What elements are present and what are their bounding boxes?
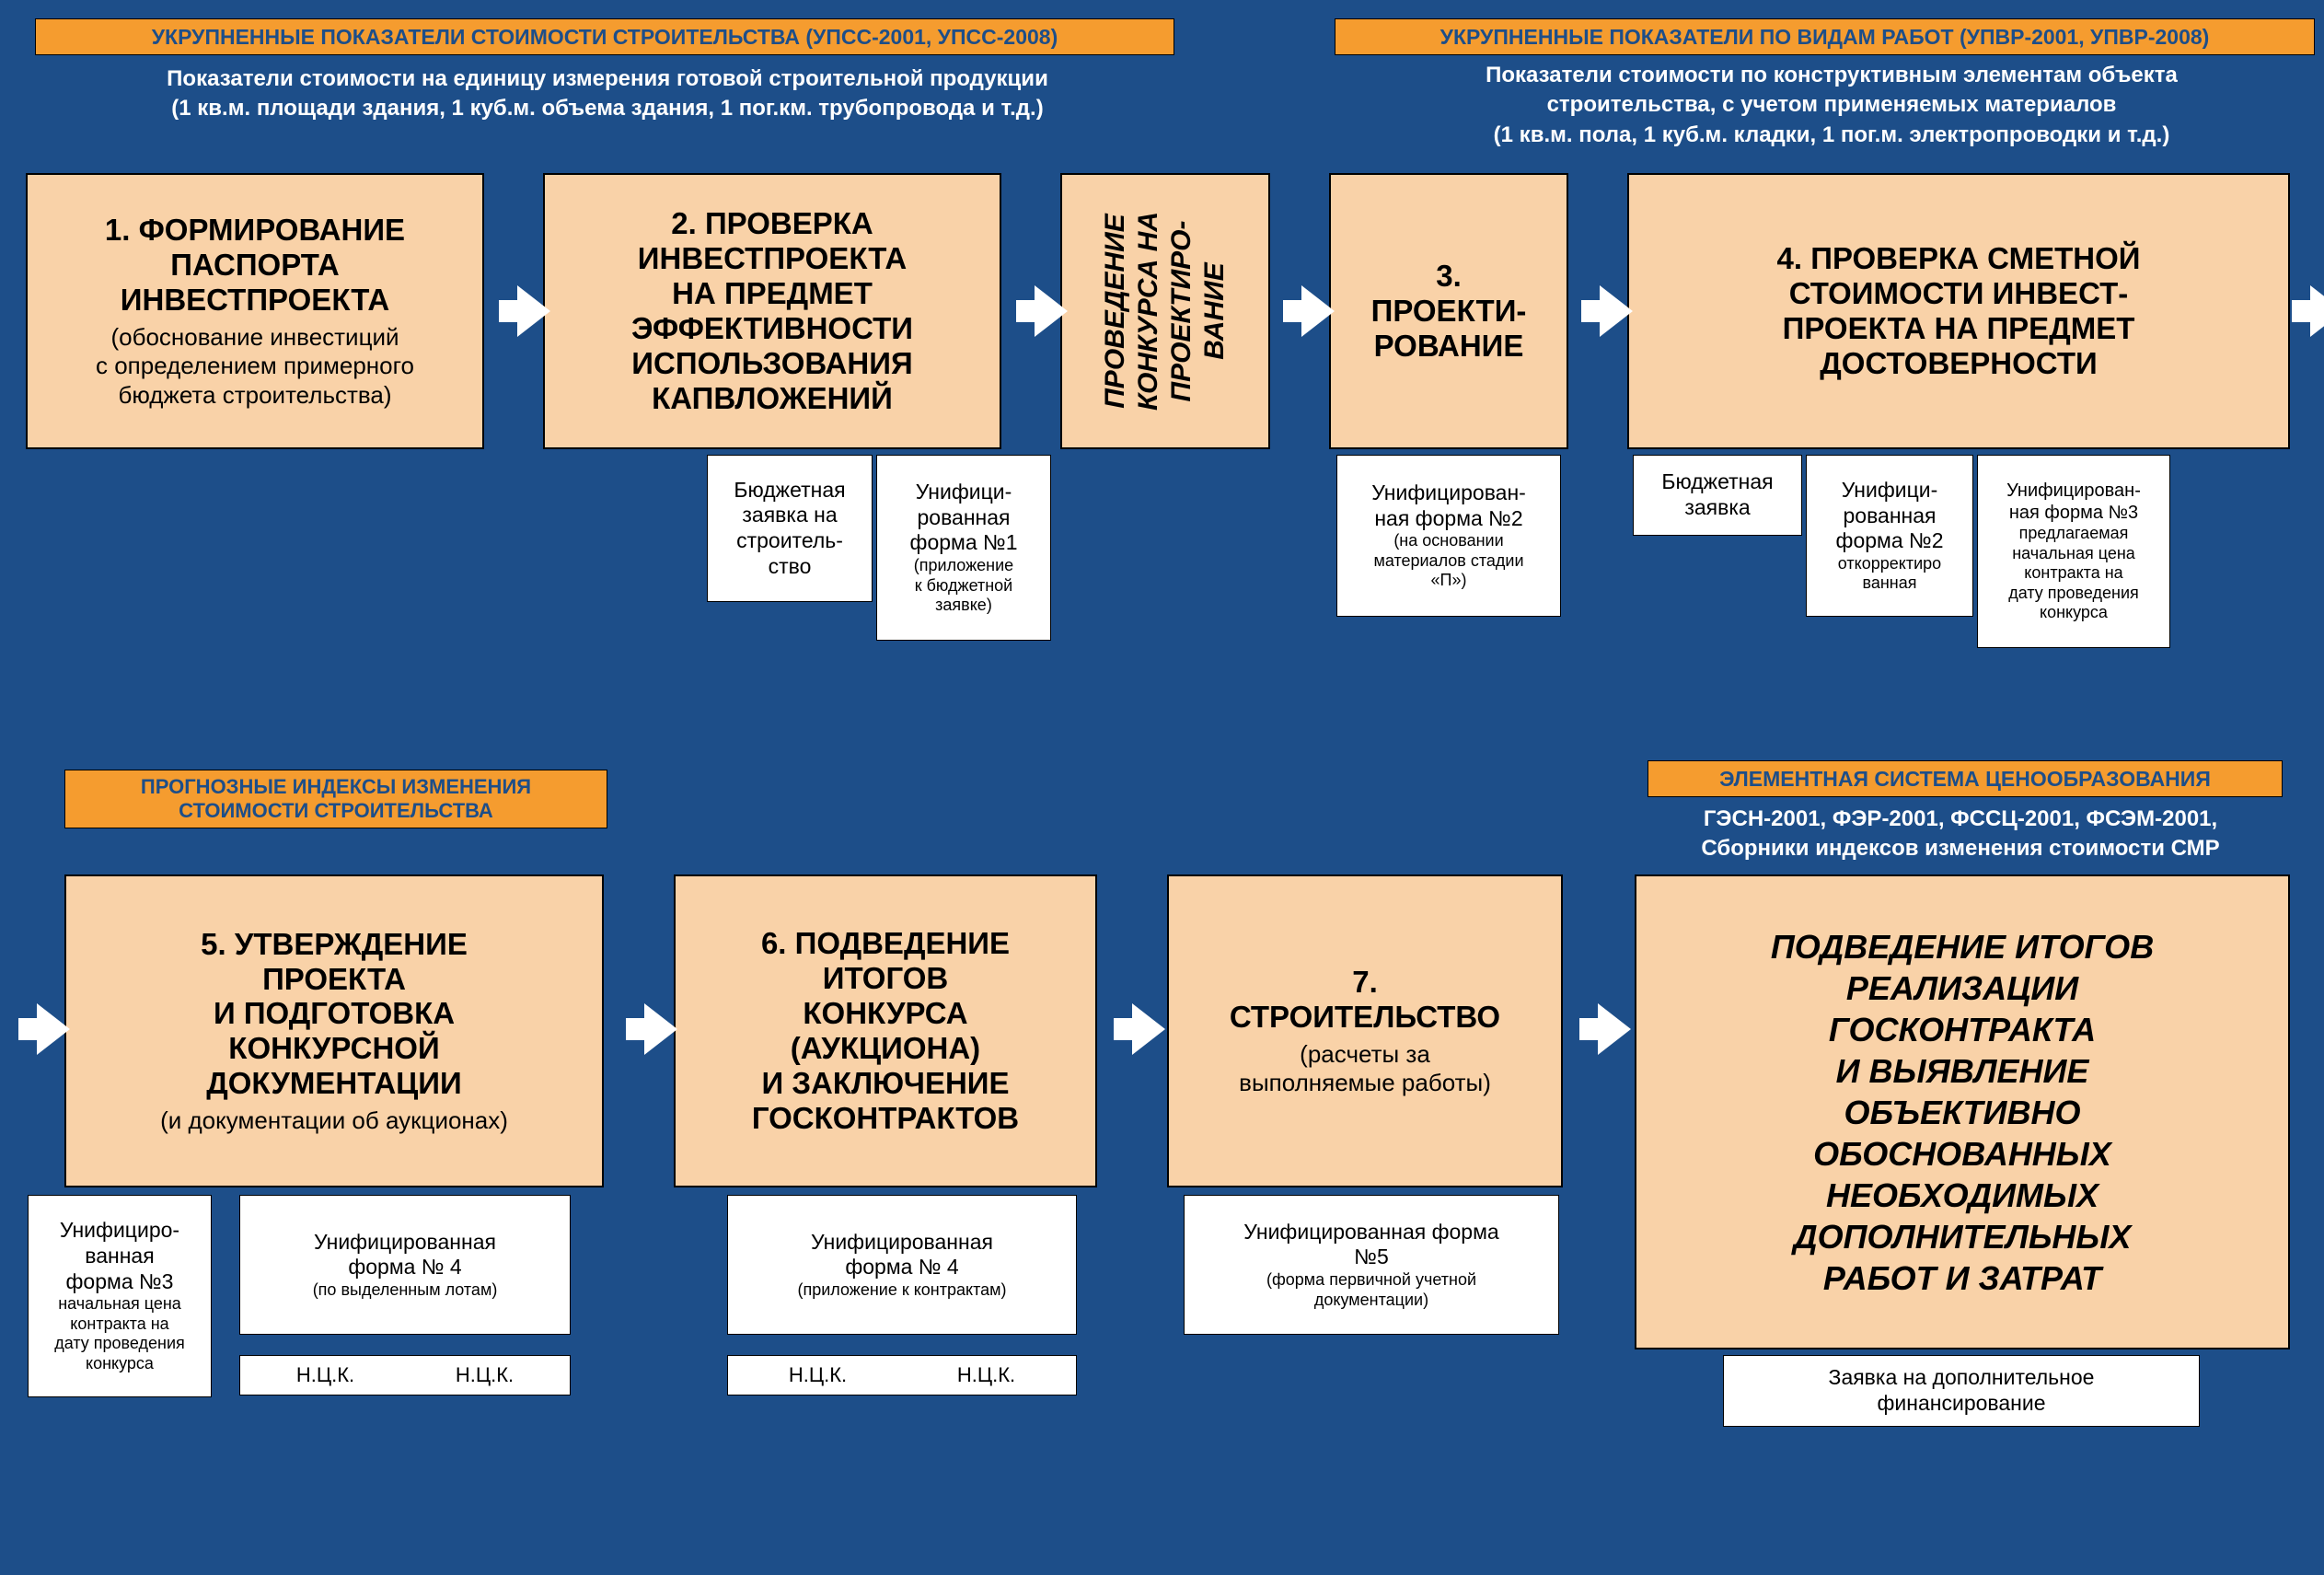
step-7-title: 7.СТРОИТЕЛЬСТВО — [1230, 965, 1500, 1035]
nck-6-box: Н.Ц.К. Н.Ц.К. — [727, 1355, 1077, 1395]
doc-additional-funding: Заявка на дополнительноефинансирование — [1723, 1355, 2200, 1427]
doc-form-3: Унифицирован-ная форма №3 предлагаемаяна… — [1977, 455, 2170, 648]
doc-4c-small: предлагаемаяначальная ценаконтракта нада… — [2008, 524, 2139, 623]
doc-5b-main: Унифицированнаяформа № 4 — [314, 1230, 496, 1280]
nck-5-box: Н.Ц.К. Н.Ц.К. — [239, 1355, 571, 1395]
doc-form-2: Унифицирован-ная форма №2 (на основаниим… — [1336, 455, 1561, 617]
doc-form-4-contracts: Унифицированнаяформа № 4 (приложение к к… — [727, 1195, 1077, 1335]
nck-5b: Н.Ц.К. — [456, 1363, 514, 1387]
arrow-6 — [644, 1003, 677, 1055]
doc-form-1: Унифици-рованнаяформа №1 (приложениек бю… — [876, 455, 1051, 641]
step-7-sub: (расчеты завыполняемые работы) — [1239, 1040, 1491, 1097]
result-text: ПОДВЕДЕНИЕ ИТОГОВРЕАЛИЗАЦИИГОСКОНТРАКТАИ… — [1771, 926, 2154, 1299]
result-box: ПОДВЕДЕНИЕ ИТОГОВРЕАЛИЗАЦИИГОСКОНТРАКТАИ… — [1635, 874, 2290, 1349]
step-3-box: 3.ПРОЕКТИ-РОВАНИЕ — [1329, 173, 1568, 449]
doc-form-3-b: Унифициро-ваннаяформа №3 начальная ценак… — [28, 1195, 212, 1397]
header-upss: УКРУПНЕННЫЕ ПОКАЗАТЕЛИ СТОИМОСТИ СТРОИТЕ… — [35, 18, 1174, 55]
step-4-title: 4. ПРОВЕРКА СМЕТНОЙСТОИМОСТИ ИНВЕСТ-ПРОЕ… — [1777, 241, 2141, 381]
step-6-box: 6. ПОДВЕДЕНИЕИТОГОВКОНКУРСА(АУКЦИОНА)И З… — [674, 874, 1097, 1187]
arrow-5 — [37, 1003, 70, 1055]
doc-2b-small: (приложениек бюджетнойзаявке) — [914, 556, 1013, 616]
step-2-title: 2. ПРОВЕРКАИНВЕСТПРОЕКТАНА ПРЕДМЕТЭФФЕКТ… — [631, 206, 913, 416]
arrow-4 — [2310, 285, 2324, 337]
step-6-title: 6. ПОДВЕДЕНИЕИТОГОВКОНКУРСА(АУКЦИОНА)И З… — [752, 926, 1019, 1136]
competition-label: ПРОВЕДЕНИЕКОНКУРСА НАПРОЕКТИРО-ВАНИЕ — [1099, 212, 1231, 411]
step-3-title: 3.ПРОЕКТИ-РОВАНИЕ — [1371, 259, 1527, 364]
doc-r-main: Заявка на дополнительноефинансирование — [1829, 1365, 2095, 1416]
caption-upvr: Показатели стоимости по конструктивным э… — [1381, 61, 2283, 150]
doc-2a-main: Бюджетнаязаявка настроитель-ство — [734, 478, 845, 579]
doc-5a-small: начальная ценаконтракта надату проведени… — [54, 1294, 185, 1373]
arrow-3 — [1600, 285, 1633, 337]
step-5-box: 5. УТВЕРЖДЕНИЕПРОЕКТАИ ПОДГОТОВКАКОНКУРС… — [64, 874, 604, 1187]
doc-4b-small: откорректированная — [1838, 554, 1941, 594]
doc-7-small: (форма первичной учетнойдокументации) — [1266, 1270, 1476, 1310]
step-4-box: 4. ПРОВЕРКА СМЕТНОЙСТОИМОСТИ ИНВЕСТ-ПРОЕ… — [1627, 173, 2290, 449]
step-1-title: 1. ФОРМИРОВАНИЕПАСПОРТАИНВЕСТПРОЕКТА — [105, 213, 405, 318]
nck-6a: Н.Ц.К. — [789, 1363, 847, 1387]
doc-2b-main: Унифици-рованнаяформа №1 — [910, 480, 1018, 556]
doc-5b-small: (по выделенным лотам) — [313, 1280, 498, 1301]
doc-3-small: (на основанииматериалов стадии«П») — [1373, 531, 1523, 591]
header-forecast-idx: ПРОГНОЗНЫЕ ИНДЕКСЫ ИЗМЕНЕНИЯСТОИМОСТИ СТ… — [64, 770, 607, 828]
step-5-sub: (и документации об аукционах) — [160, 1106, 508, 1135]
doc-6-small: (приложение к контрактам) — [797, 1280, 1006, 1301]
doc-form-4-lots: Унифицированнаяформа № 4 (по выделенным … — [239, 1195, 571, 1335]
caption-upss: Показатели стоимости на единицу измерени… — [92, 64, 1123, 124]
doc-7-main: Унифицированная форма№5 — [1243, 1220, 1498, 1270]
doc-4b-main: Унифици-рованнаяформа №2 — [1836, 478, 1944, 554]
nck-5a: Н.Ц.К. — [296, 1363, 354, 1387]
step-1-box: 1. ФОРМИРОВАНИЕПАСПОРТАИНВЕСТПРОЕКТА (об… — [26, 173, 484, 449]
doc-4c-main: Унифицирован-ная форма №3 — [2006, 480, 2141, 524]
arrow-1 — [1035, 285, 1068, 337]
arrow-0 — [517, 285, 550, 337]
nck-6b: Н.Ц.К. — [957, 1363, 1015, 1387]
arrow-8 — [1598, 1003, 1631, 1055]
doc-4a-main: Бюджетнаязаявка — [1661, 469, 1773, 520]
doc-budget-request: Бюджетнаязаявка настроитель-ство — [707, 455, 873, 602]
caption-element-pricing: ГЭСН-2001, ФЭР-2001, ФССЦ-2001, ФСЭМ-200… — [1620, 805, 2301, 864]
competition-box: ПРОВЕДЕНИЕКОНКУРСА НАПРОЕКТИРО-ВАНИЕ — [1060, 173, 1270, 449]
doc-form-2-corrected: Унифици-рованнаяформа №2 откорректирован… — [1806, 455, 1973, 617]
header-upvr: УКРУПНЕННЫЕ ПОКАЗАТЕЛИ ПО ВИДАМ РАБОТ (У… — [1335, 18, 2315, 55]
doc-5a-main: Унифициро-ваннаяформа №3 — [60, 1218, 179, 1294]
arrow-7 — [1132, 1003, 1165, 1055]
header-element-pricing: ЭЛЕМЕНТНАЯ СИСТЕМА ЦЕНООБРАЗОВАНИЯ — [1648, 760, 2283, 797]
step-7-box: 7.СТРОИТЕЛЬСТВО (расчеты завыполняемые р… — [1167, 874, 1563, 1187]
doc-form-5: Унифицированная форма№5 (форма первичной… — [1184, 1195, 1559, 1335]
step-1-sub: (обоснование инвестицийс определением пр… — [96, 323, 414, 410]
step-5-title: 5. УТВЕРЖДЕНИЕПРОЕКТАИ ПОДГОТОВКАКОНКУРС… — [201, 927, 468, 1102]
doc-budget-req-2: Бюджетнаязаявка — [1633, 455, 1802, 536]
doc-3-main: Унифицирован-ная форма №2 — [1371, 481, 1526, 531]
step-2-box: 2. ПРОВЕРКАИНВЕСТПРОЕКТАНА ПРЕДМЕТЭФФЕКТ… — [543, 173, 1001, 449]
doc-6-main: Унифицированнаяформа № 4 — [811, 1230, 993, 1280]
arrow-2 — [1301, 285, 1335, 337]
